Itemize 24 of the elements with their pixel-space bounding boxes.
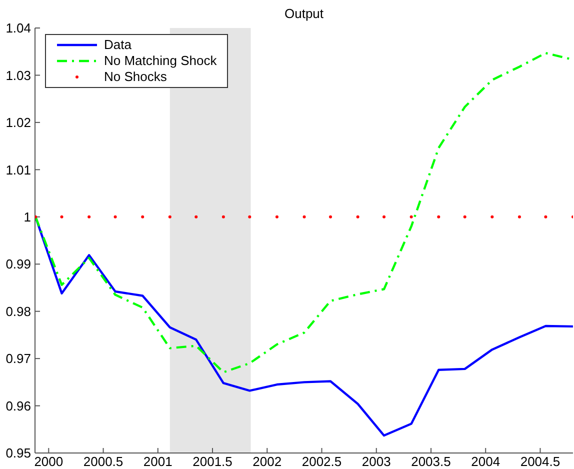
y-tick-label: 1 [24,210,31,225]
x-tick-label: 2002.5 [302,454,342,469]
x-tick-label: 2001 [143,454,172,469]
x-tick-label: 2004.5 [520,454,560,469]
legend-label: No Shocks [104,69,167,85]
y-tick-label: 1.01 [6,162,31,178]
legend-label: Data [104,37,132,53]
y-tick-label: 0.98 [6,304,31,319]
legend-label: No Matching Shock [104,53,217,69]
y-tick-label: 0.96 [6,398,31,414]
y-tick-label: 1.02 [6,115,31,130]
x-tick-label: 2004 [471,454,500,469]
y-tick-label: 0.97 [6,351,31,366]
x-tick-label: 2003.5 [411,454,451,469]
y-tick-label: 1.03 [6,68,31,83]
y-tick-label: 0.99 [6,256,31,272]
x-tick-label: 2003 [362,454,391,469]
chart-title: Output [284,6,324,21]
x-tick-label: 2001.5 [192,454,232,469]
x-tick-label: 2002 [252,454,282,469]
x-tick-label: 2000.5 [83,454,124,469]
x-tick-label: 2000 [34,454,64,469]
y-tick-label: 0.95 [6,446,31,461]
y-tick-label: 1.04 [6,20,31,36]
